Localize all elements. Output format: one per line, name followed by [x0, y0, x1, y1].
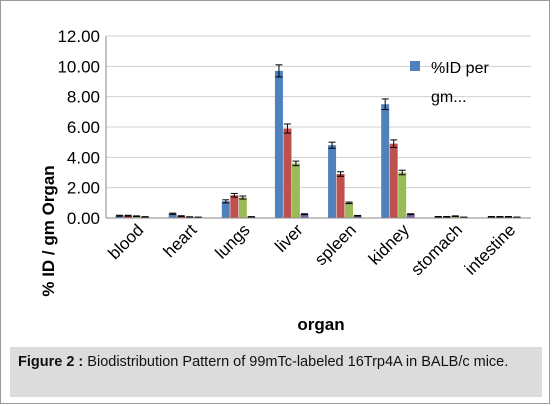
figure-caption: Figure 2 : Biodistribution Pattern of 99… — [10, 347, 542, 397]
bar — [274, 70, 283, 218]
x-tick-label: heart — [160, 220, 201, 261]
bar — [345, 202, 354, 218]
y-tick-label: 0.00 — [67, 209, 100, 228]
bar — [451, 216, 460, 218]
bar — [328, 145, 337, 218]
bar — [291, 163, 300, 218]
bar — [132, 216, 141, 218]
x-axis-label: organ — [297, 315, 344, 334]
y-tick-labels: 0.00 2.00 4.00 6.00 8.00 10.00 12.00 — [57, 27, 100, 228]
bar-chart: 0.00 2.00 4.00 6.00 8.00 10.00 12.00 blood hear… — [39, 27, 531, 334]
bar — [115, 215, 124, 218]
bar — [221, 201, 230, 218]
bar — [336, 174, 345, 218]
x-tick-label: stomach — [407, 220, 466, 279]
caption-label: Figure 2 : — [18, 354, 84, 370]
x-tick-label: lungs — [211, 220, 253, 262]
x-tick-label: blood — [105, 220, 148, 263]
x-tick-label: spleen — [311, 220, 360, 269]
bar — [168, 213, 177, 218]
caption-text: Biodistribution Pattern of 99mTc-labeled… — [87, 354, 509, 370]
y-tick-label: 8.00 — [67, 88, 100, 107]
legend-swatch — [410, 61, 420, 71]
bar — [238, 197, 247, 218]
bar — [230, 195, 239, 218]
gridlines — [106, 35, 531, 189]
bar — [398, 172, 407, 218]
bar — [406, 214, 415, 218]
x-tick-label: liver — [271, 220, 307, 256]
legend: %ID per gm... — [410, 60, 489, 106]
legend-entry: %ID per gm... — [431, 60, 489, 106]
y-tick-label: 12.00 — [57, 27, 100, 46]
x-tick-labels: blood heart lungs liver spleen kidneystomachi… — [105, 220, 520, 279]
bar — [124, 215, 133, 218]
bar — [353, 215, 362, 218]
y-axis-label: % ID / gm Organ — [39, 165, 58, 296]
bar — [283, 128, 292, 218]
bar — [300, 214, 309, 218]
x-tick-label: kidney — [365, 220, 414, 269]
bar — [389, 143, 398, 218]
y-tick-label: 10.00 — [57, 57, 100, 76]
bar — [381, 104, 390, 218]
y-tick-label: 4.00 — [67, 148, 100, 167]
y-tick-label: 2.00 — [67, 179, 100, 198]
error-bars — [116, 64, 521, 218]
bars — [115, 70, 521, 219]
x-tick-label: intestine — [461, 220, 519, 278]
y-tick-label: 6.00 — [67, 118, 100, 137]
